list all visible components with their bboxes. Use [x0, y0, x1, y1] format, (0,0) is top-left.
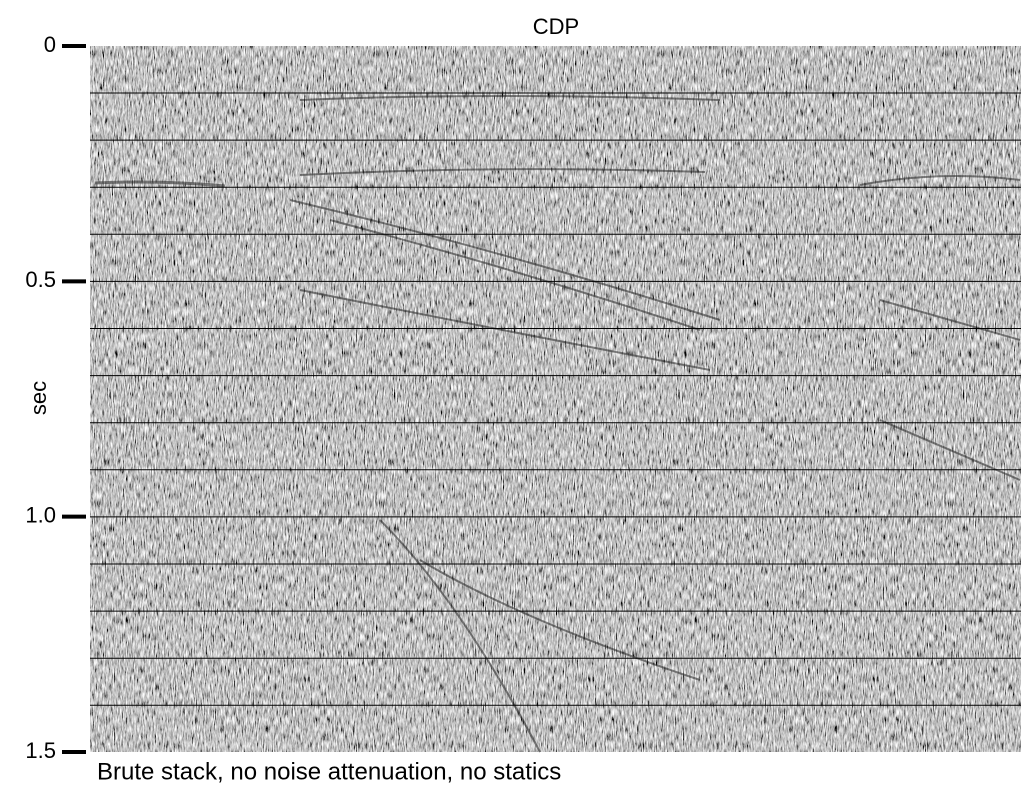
y-tick-label: 0	[44, 32, 56, 57]
caption: Brute stack, no noise attenuation, no st…	[97, 758, 561, 785]
y-tick-label: 0.5	[25, 267, 56, 292]
y-tick-label: 1.5	[25, 738, 56, 763]
y-axis-label: sec	[26, 381, 51, 415]
x-axis-label: CDP	[533, 14, 579, 39]
y-tick-label: 1.0	[25, 502, 56, 527]
figure: CDP sec Brute stack, no noise attenuatio…	[0, 0, 1021, 788]
seismic-section	[90, 46, 1021, 752]
page: CDP sec Brute stack, no noise attenuatio…	[0, 0, 1021, 788]
